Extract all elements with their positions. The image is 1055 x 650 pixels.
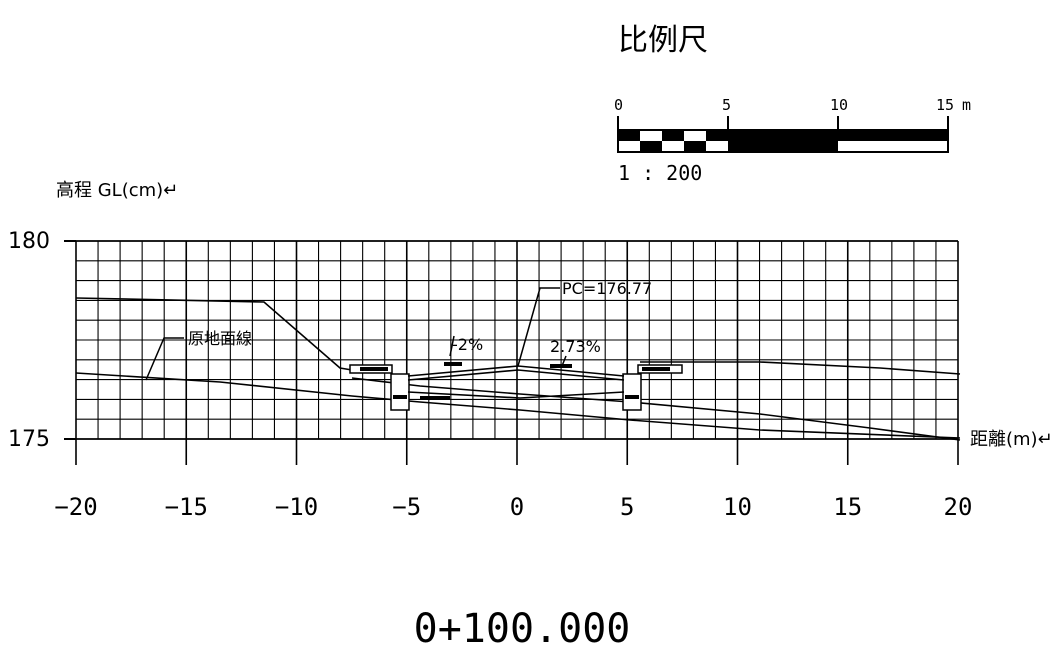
y-tick-180: 180	[8, 229, 50, 254]
scale-bar-ruler	[617, 116, 949, 153]
lower-line-2	[351, 377, 961, 441]
slope-right-label: 2.73%	[550, 337, 601, 356]
x-tick-label: −10	[275, 493, 318, 521]
x-tick-label: −5	[392, 493, 421, 521]
ground-line-annotation: 原地面線	[145, 329, 252, 381]
pc-annotation: PC=176.77	[517, 279, 652, 367]
x-tick-label: 10	[723, 493, 752, 521]
x-tick-label: 15	[833, 493, 862, 521]
scale-ratio: 1 : 200	[618, 161, 702, 185]
scale-tick-label-15: 15	[936, 96, 954, 114]
slope-left-label: -2%	[452, 335, 483, 354]
scale-unit: m	[962, 96, 971, 114]
scale-bar-title: 比例尺	[618, 23, 708, 58]
x-axis-label: 距離(m)↵	[970, 429, 1053, 450]
x-tick-label: 20	[944, 493, 973, 521]
right-ground-line	[640, 361, 961, 375]
road-section	[349, 362, 683, 411]
pc-label: PC=176.77	[562, 279, 652, 298]
scale-tick-label-10: 10	[830, 96, 848, 114]
profile-grid	[75, 240, 959, 465]
original-ground-upper	[75, 297, 353, 371]
x-axis-ticks: −20 −15 −10 −5 0 5 10 15 20	[54, 493, 972, 521]
slope-right-annotation: 2.73%	[550, 337, 601, 367]
scale-tick-label-0: 0	[614, 96, 623, 114]
original-ground-lower	[75, 372, 961, 439]
x-tick-label: −20	[54, 493, 97, 521]
slope-left-annotation: -2%	[449, 335, 483, 357]
station-label: 0+100.000	[414, 606, 631, 650]
y-axis-label: 高程 GL(cm)↵	[56, 180, 178, 201]
scale-tick-label-5: 5	[722, 96, 731, 114]
x-tick-label: −15	[165, 493, 208, 521]
scale-bar: 比例尺 0 5 10 15 m 1 : 200	[614, 23, 971, 185]
x-tick-label: 5	[620, 493, 634, 521]
x-tick-label: 0	[510, 493, 524, 521]
ground-line-label: 原地面線	[188, 329, 252, 348]
y-tick-175: 175	[8, 427, 50, 452]
